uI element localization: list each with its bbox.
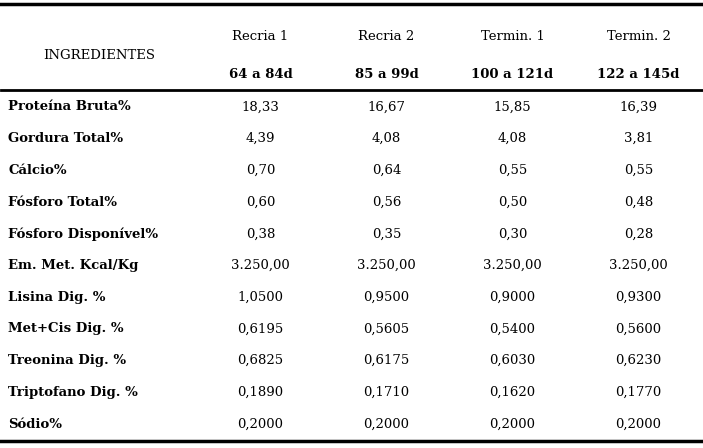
Text: 3.250,00: 3.250,00 (610, 259, 668, 272)
Text: Fósforo Total%: Fósforo Total% (8, 196, 117, 209)
Text: 0,64: 0,64 (372, 164, 401, 177)
Text: 3.250,00: 3.250,00 (231, 259, 290, 272)
Text: 0,1620: 0,1620 (489, 386, 536, 399)
Text: 0,6195: 0,6195 (238, 323, 283, 336)
Text: 3,81: 3,81 (624, 132, 653, 145)
Text: Gordura Total%: Gordura Total% (8, 132, 124, 145)
Text: Lisina Dig. %: Lisina Dig. % (8, 291, 106, 304)
Text: 0,1770: 0,1770 (615, 386, 662, 399)
Text: 18,33: 18,33 (242, 100, 279, 113)
Text: 16,39: 16,39 (619, 100, 657, 113)
Text: 16,67: 16,67 (368, 100, 406, 113)
Text: INGREDIENTES: INGREDIENTES (44, 49, 155, 62)
Text: 0,55: 0,55 (624, 164, 653, 177)
Text: 0,5400: 0,5400 (489, 323, 536, 336)
Text: 0,48: 0,48 (624, 196, 653, 209)
Text: 0,6175: 0,6175 (363, 354, 410, 367)
Text: 3.250,00: 3.250,00 (357, 259, 416, 272)
Text: Triptofano Dig. %: Triptofano Dig. % (8, 386, 138, 399)
Text: Termin. 1: Termin. 1 (481, 30, 545, 43)
Text: 0,1710: 0,1710 (363, 386, 410, 399)
Text: 0,50: 0,50 (498, 196, 527, 209)
Text: 0,28: 0,28 (624, 227, 653, 240)
Text: 1,0500: 1,0500 (238, 291, 283, 304)
Text: Fósforo Disponível%: Fósforo Disponível% (8, 227, 158, 241)
Text: 4,39: 4,39 (246, 132, 275, 145)
Text: 4,08: 4,08 (372, 132, 401, 145)
Text: 0,2000: 0,2000 (616, 418, 662, 431)
Text: 0,6230: 0,6230 (615, 354, 662, 367)
Text: 0,2000: 0,2000 (238, 418, 283, 431)
Text: 0,2000: 0,2000 (363, 418, 410, 431)
Text: 0,55: 0,55 (498, 164, 527, 177)
Text: 0,9500: 0,9500 (363, 291, 410, 304)
Text: 64 a 84d: 64 a 84d (228, 68, 292, 81)
Text: 0,5605: 0,5605 (363, 323, 410, 336)
Text: 0,9300: 0,9300 (615, 291, 662, 304)
Text: 122 a 145d: 122 a 145d (598, 68, 680, 81)
Text: Em. Met. Kcal/Kg: Em. Met. Kcal/Kg (8, 259, 138, 272)
Text: Met+Cis Dig. %: Met+Cis Dig. % (8, 323, 124, 336)
Text: 0,70: 0,70 (246, 164, 275, 177)
Text: 0,2000: 0,2000 (489, 418, 536, 431)
Text: Recria 2: Recria 2 (359, 30, 415, 43)
Text: 3.250,00: 3.250,00 (483, 259, 542, 272)
Text: 100 a 121d: 100 a 121d (472, 68, 554, 81)
Text: 0,30: 0,30 (498, 227, 527, 240)
Text: 4,08: 4,08 (498, 132, 527, 145)
Text: Treonina Dig. %: Treonina Dig. % (8, 354, 127, 367)
Text: 0,5600: 0,5600 (616, 323, 662, 336)
Text: Sódio%: Sódio% (8, 418, 63, 431)
Text: 0,6825: 0,6825 (238, 354, 283, 367)
Text: Termin. 2: Termin. 2 (607, 30, 671, 43)
Text: 0,9000: 0,9000 (489, 291, 536, 304)
Text: 85 a 99d: 85 a 99d (354, 68, 418, 81)
Text: 0,35: 0,35 (372, 227, 401, 240)
Text: 0,38: 0,38 (246, 227, 275, 240)
Text: Recria 1: Recria 1 (233, 30, 289, 43)
Text: 0,6030: 0,6030 (489, 354, 536, 367)
Text: 15,85: 15,85 (494, 100, 531, 113)
Text: 0,56: 0,56 (372, 196, 401, 209)
Text: 0,1890: 0,1890 (238, 386, 283, 399)
Text: Cálcio%: Cálcio% (8, 164, 67, 177)
Text: 0,60: 0,60 (246, 196, 275, 209)
Text: Proteína Bruta%: Proteína Bruta% (8, 100, 131, 113)
